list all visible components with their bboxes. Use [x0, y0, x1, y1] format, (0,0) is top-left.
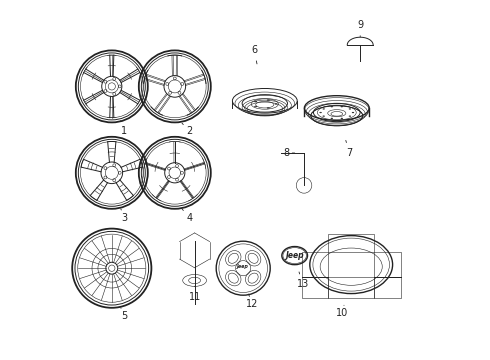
Text: 13: 13: [296, 272, 309, 289]
Text: 4: 4: [182, 209, 192, 223]
Text: 6: 6: [251, 45, 257, 64]
Text: 12: 12: [246, 294, 258, 309]
Text: 11: 11: [189, 286, 201, 302]
Text: Jeep: Jeep: [285, 251, 304, 260]
Text: 2: 2: [182, 123, 192, 136]
Text: 3: 3: [121, 209, 127, 223]
Text: 9: 9: [357, 20, 363, 37]
Text: 8: 8: [283, 148, 294, 158]
Text: 5: 5: [121, 308, 127, 321]
Text: 10: 10: [336, 305, 348, 318]
Text: 1: 1: [121, 121, 127, 136]
Text: Jeep: Jeep: [237, 264, 249, 269]
Text: 7: 7: [346, 140, 352, 158]
